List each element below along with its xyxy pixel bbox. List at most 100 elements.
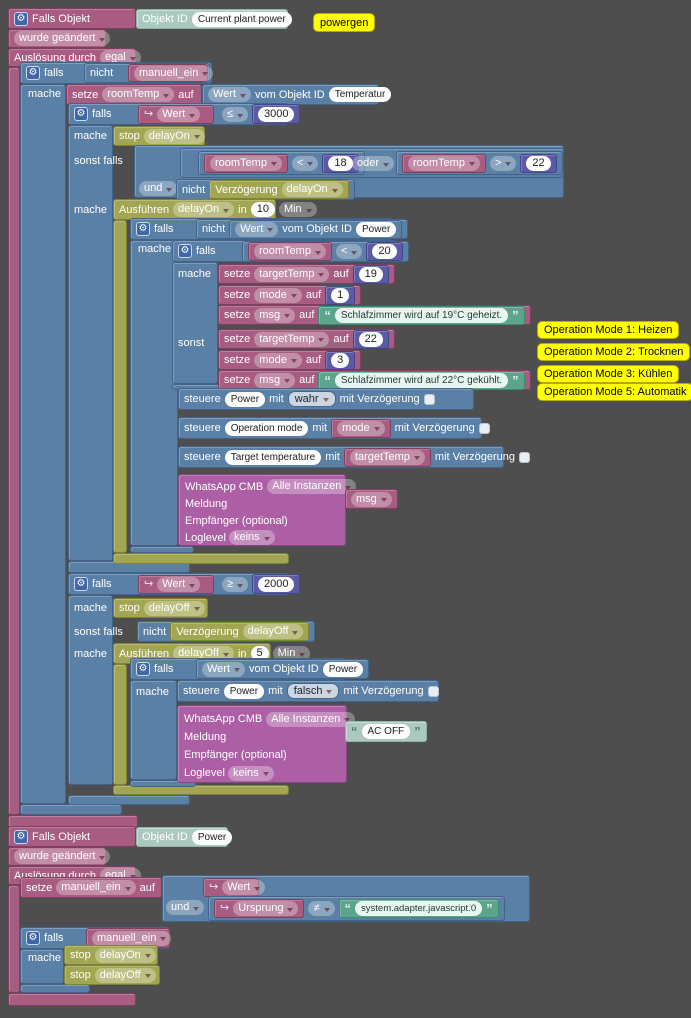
mutator-gear-icon[interactable]: ⚙: [14, 11, 28, 26]
unit-dropdown[interactable]: Min: [272, 646, 311, 661]
string-field[interactable]: Schlafzimmer wird auf 22°C gekühlt.: [334, 372, 509, 388]
var-msg-block[interactable]: msg: [345, 489, 398, 509]
source-dropdown[interactable]: Ursprung: [233, 901, 299, 916]
delay-checkbox[interactable]: [423, 393, 435, 405]
var-mode-block[interactable]: mode: [331, 418, 391, 438]
compare-roomtemp-low-block[interactable]: roomTemp < 18: [198, 151, 365, 175]
or-dropdown[interactable]: oder: [352, 156, 395, 171]
compare-lt-dropdown[interactable]: <: [291, 155, 319, 171]
not-block[interactable]: nicht Verzögerung delayOn: [176, 179, 355, 200]
string-source-block[interactable]: “ system.adapter.javascript.0 ”: [338, 899, 499, 918]
and-dropdown[interactable]: und: [139, 181, 178, 196]
timeout-dropdown[interactable]: delayOff: [242, 624, 304, 639]
delay-minutes-field[interactable]: 10: [250, 202, 275, 217]
bool-false-dropdown[interactable]: falsch: [286, 683, 340, 699]
mutator-gear-icon[interactable]: ⚙: [178, 244, 192, 258]
set-targettemp-19-block[interactable]: setze targetTemp auf 19: [218, 264, 395, 284]
compare-ge-dropdown[interactable]: ≥: [222, 577, 249, 592]
timeout-dropdown[interactable]: delayOn: [281, 182, 343, 197]
compare-le-dropdown[interactable]: ≤: [222, 107, 249, 122]
number-field[interactable]: 3000: [258, 106, 295, 122]
number-field[interactable]: 19: [358, 266, 383, 282]
var-targettemp-block[interactable]: targetTemp: [343, 447, 431, 467]
var-dropdown[interactable]: msg: [254, 372, 296, 388]
trigger-value-block[interactable]: ↪ Wert: [138, 575, 214, 594]
changed-dropdown[interactable]: wurde geändert: [14, 849, 111, 864]
compare-lt-dropdown[interactable]: <: [335, 244, 363, 259]
number-19-block[interactable]: 19: [352, 264, 389, 284]
set-mode-1-block[interactable]: setze mode auf 1: [218, 285, 362, 305]
control-power-true-block[interactable]: steuere Power mit wahr mit Verzögerung: [178, 388, 474, 410]
trigger-source-block[interactable]: ↪ Ursprung: [214, 899, 305, 918]
number-field[interactable]: 20: [372, 244, 397, 259]
instance-dropdown[interactable]: Alle Instanzen: [267, 479, 357, 494]
get-value-temperatur-block[interactable]: Wert vom Objekt ID Temperatur: [202, 84, 392, 105]
value-dropdown[interactable]: Wert: [208, 87, 252, 102]
oid-power-field[interactable]: Power: [322, 661, 364, 677]
var-dropdown[interactable]: roomTemp: [210, 155, 282, 171]
timeout-dropdown[interactable]: delayOff: [173, 646, 234, 661]
comment-mode1[interactable]: Operation Mode 1: Heizen: [537, 321, 680, 339]
var-dropdown[interactable]: roomTemp: [408, 155, 480, 171]
trigger-value-block[interactable]: ↪ Wert: [138, 105, 214, 124]
var-dropdown[interactable]: mode: [254, 287, 302, 303]
var-dropdown[interactable]: targetTemp: [254, 331, 330, 347]
var-roomtemp-block[interactable]: roomTemp: [402, 153, 486, 173]
trigger-value-block[interactable]: ↪ Wert: [203, 878, 266, 897]
var-dropdown[interactable]: mode: [337, 420, 385, 436]
string-field[interactable]: Schlafzimmer wird auf 19°C geheizt.: [334, 307, 509, 323]
timeout-check-delayon-block[interactable]: Verzögerung delayOn: [209, 180, 349, 199]
string-msg-heat-block[interactable]: “ Schlafzimmer wird auf 19°C geheizt. ”: [318, 305, 525, 325]
compare-ne-dropdown[interactable]: ≠: [308, 901, 335, 916]
oid-power-field[interactable]: Power: [224, 391, 266, 407]
delay-checkbox[interactable]: [519, 451, 531, 463]
trigger2-row-changed[interactable]: wurde geändert: [8, 847, 111, 866]
whatsapp1-block[interactable]: WhatsApp CMB Alle Instanzen Meldung Empf…: [178, 474, 357, 546]
var-dropdown[interactable]: roomTemp: [102, 87, 175, 102]
mutator-gear-icon[interactable]: ⚙: [26, 931, 40, 945]
set-mode-3-block[interactable]: setze mode auf 3: [218, 350, 362, 370]
delay-checkbox[interactable]: [478, 422, 490, 434]
timeout-dropdown[interactable]: delayOff: [94, 967, 156, 983]
not-block[interactable]: nicht Wert vom Objekt ID Power: [196, 219, 409, 239]
timeout-dropdown[interactable]: delayOn: [173, 202, 235, 217]
string-msg-cool-block[interactable]: “ Schlafzimmer wird auf 22°C gekühlt. ”: [318, 370, 525, 390]
comment-mode3[interactable]: Operation Mode 3: Kühlen: [537, 365, 680, 383]
oid2-block[interactable]: Objekt ID Power: [136, 827, 233, 847]
number-3000-block[interactable]: 3000: [252, 104, 301, 124]
compare-roomtemp-high-block[interactable]: roomTemp > 22: [396, 151, 563, 175]
mutator-gear-icon[interactable]: ⚙: [14, 829, 28, 844]
unit-dropdown[interactable]: Min: [278, 202, 317, 217]
string-field[interactable]: system.adapter.javascript.0: [355, 901, 483, 916]
exec-delayon-header[interactable]: Ausführen delayOn in 10 Min: [113, 199, 317, 220]
var-dropdown[interactable]: msg: [254, 307, 296, 323]
number-field[interactable]: 18: [328, 155, 353, 171]
var-roomtemp-block[interactable]: roomTemp: [248, 242, 332, 261]
number-22-block[interactable]: 22: [352, 329, 389, 349]
stop-delayoff-block[interactable]: stop delayOff: [113, 598, 208, 618]
number-1-block[interactable]: 1: [325, 285, 356, 305]
number-18-block[interactable]: 18: [322, 153, 359, 173]
var-dropdown[interactable]: manuell_ein: [134, 65, 214, 81]
mutator-gear-icon[interactable]: ⚙: [136, 222, 150, 236]
comment-mode2[interactable]: Operation Mode 2: Trocknen: [537, 343, 691, 361]
mutator-gear-icon[interactable]: ⚙: [74, 107, 88, 121]
value-dropdown[interactable]: Wert: [202, 661, 246, 677]
loglevel-dropdown[interactable]: keins: [227, 765, 274, 781]
var-dropdown[interactable]: manuell_ein: [92, 930, 172, 946]
var-manuell-ein-block[interactable]: manuell_ein: [128, 64, 214, 82]
number-field[interactable]: 22: [358, 331, 383, 347]
mutator-gear-icon[interactable]: ⚙: [74, 577, 88, 591]
whatsapp2-block[interactable]: WhatsApp CMB Alle Instanzen Meldung Empf…: [177, 705, 356, 783]
string-ac-off-block[interactable]: “ AC OFF ”: [345, 721, 427, 742]
control-power-false-block[interactable]: steuere Power mit falsch mit Verzögerung: [177, 680, 439, 702]
value-dropdown[interactable]: Wert: [157, 107, 201, 122]
stop-delayon-block[interactable]: stop delayOn: [113, 126, 205, 146]
get-value-power-block[interactable]: Wert vom Objekt ID Power: [229, 219, 403, 239]
number-field[interactable]: 2000: [258, 576, 295, 592]
oid1-block[interactable]: Objekt ID Current plant power: [136, 9, 292, 29]
trigger2-header[interactable]: ⚙ Falls Objekt: [8, 826, 136, 847]
stop-delayoff-block[interactable]: stop delayOff: [64, 965, 160, 985]
number-field[interactable]: 1: [331, 287, 350, 303]
control-targettemp-block[interactable]: steuere Target temperature mit targetTem…: [178, 446, 531, 468]
